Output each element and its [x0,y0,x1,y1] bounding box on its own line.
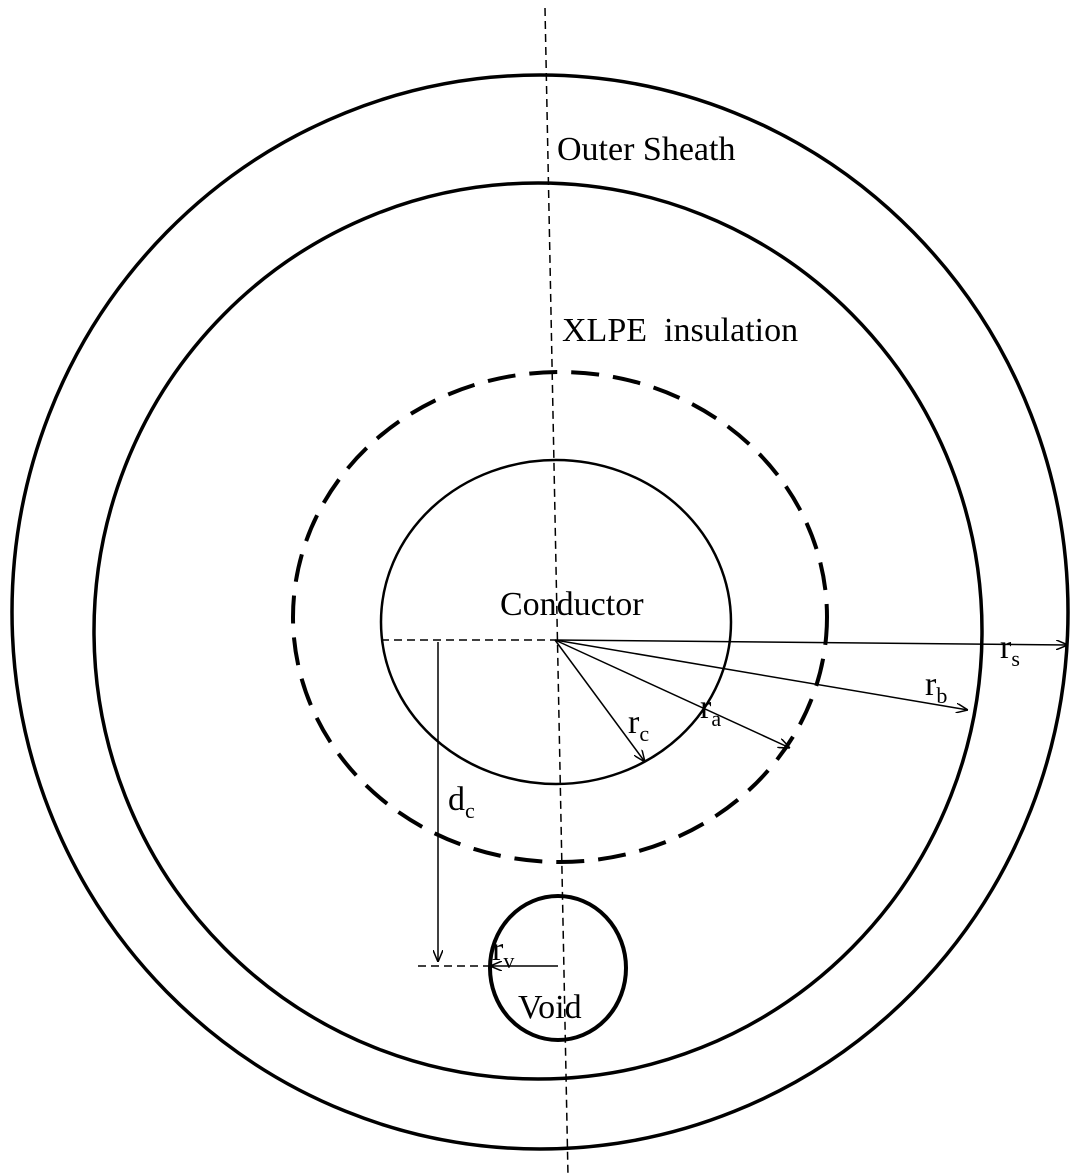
dimension-label: rb [925,666,947,708]
semicon-circle [291,370,829,864]
label: Conductor [500,586,644,623]
dimension-symbol: r [492,931,504,968]
dimension-subscript: a [711,706,721,731]
dimension-label: rc [628,704,649,746]
dimension-label: rs [1000,629,1020,671]
dimension-subscript: v [503,948,514,973]
arrow [554,639,790,748]
outer-sheath-circle [10,73,1070,1151]
label: Void [518,989,582,1026]
dimension-label: dc [448,781,475,823]
dimension-subscript: c [639,721,649,746]
conductor-circle [379,458,733,786]
dimension-label: ra [700,689,721,731]
dimension-symbol: d [448,781,465,818]
label: Outer Sheath [557,131,735,168]
sheath-inner-circle [92,181,984,1081]
dimension-symbol: r [700,689,712,726]
dimension-symbol: r [628,704,640,741]
dimension-symbol: r [1000,629,1012,666]
arrow [554,639,968,710]
dimension-label: rv [492,931,514,973]
dimension-symbol: r [925,666,937,703]
dimension-subscript: c [465,798,475,823]
dimension-subscript: s [1011,646,1020,671]
arrow [554,639,1068,645]
label: XLPE insulation [562,312,798,349]
dimension-subscript: b [936,683,947,708]
arrow [554,639,645,762]
